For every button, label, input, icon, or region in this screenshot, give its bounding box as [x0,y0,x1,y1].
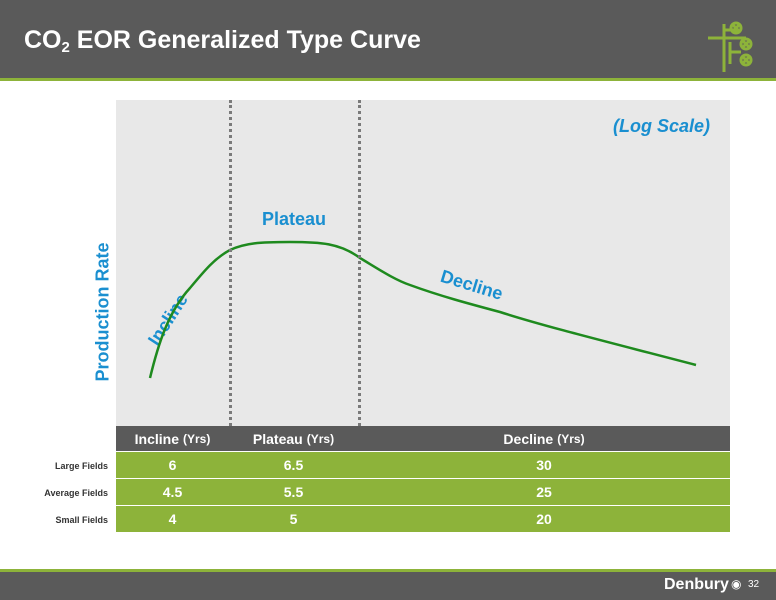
plot-area [116,100,730,426]
table-cell: 20 [536,511,552,527]
table-cell: 30 [536,457,552,473]
page-title: CO2 EOR Generalized Type Curve [24,26,421,56]
table-header-decline: Decline (Yrs) [503,430,585,447]
table-cell: 4.5 [162,484,183,500]
table-header-incline: Incline (Yrs) [134,430,211,447]
divider-plateau-decline [358,100,361,528]
brand-logo-text: Denbury [664,576,729,593]
drop-icon: ◉ [731,577,742,591]
table-row: 4 5 20 [116,505,730,532]
production-curve-line [148,240,697,379]
table-row: 4.5 5.5 25 [116,478,730,505]
divider-incline-plateau [229,100,232,528]
log-scale-label: (Log Scale) [612,116,710,136]
header-accent-line [0,78,776,81]
row-label-average-fields: Average Fields [44,488,108,498]
table-cell: 6.5 [283,457,304,473]
row-label-large-fields: Large Fields [54,461,108,471]
row-label-small-fields: Small Fields [55,515,108,525]
page-number: 32 [748,579,760,590]
table-header-plateau: Plateau (Yrs) [252,430,335,447]
table-cell: 5.5 [283,484,304,500]
pumpjack-logo-icon [708,21,753,72]
table-cell: 4 [168,511,177,527]
table-cell: 25 [536,484,552,500]
footer-accent-line [0,569,776,572]
table-cell: 6 [168,457,177,473]
footer-bar [0,572,776,600]
duration-table: Incline (Yrs) Plateau (Yrs) Decline (Yrs) 6… [116,426,730,532]
phase-label-plateau: Plateau [262,209,327,229]
table-row: 6 6.5 30 [116,451,730,478]
table-cell: 5 [289,511,298,527]
table-header-row: Incline (Yrs) Plateau (Yrs) Decline (Yrs) [116,426,730,451]
header-bar [0,0,776,78]
